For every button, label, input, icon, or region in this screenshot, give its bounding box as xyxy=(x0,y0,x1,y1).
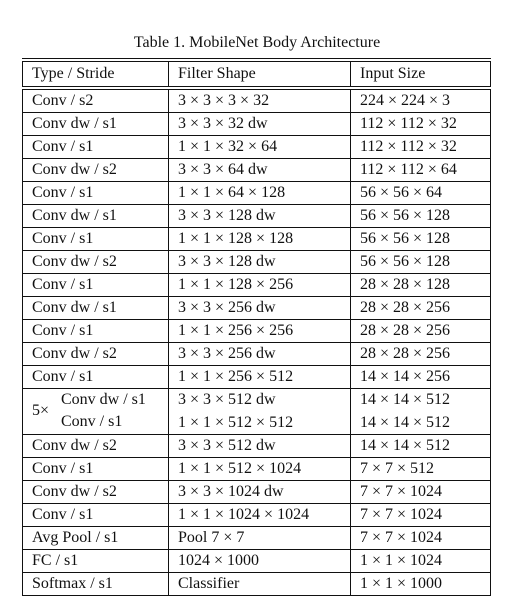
cell-input-size: 7 × 7 × 1024 xyxy=(351,504,491,527)
cell-filter-shape: 3 × 3 × 32 dw xyxy=(169,113,351,136)
cell-filter-shape: 1024 × 1000 xyxy=(169,550,351,573)
cell-filter-shape: 1 × 1 × 256 × 256 xyxy=(169,320,351,343)
table-row: Softmax / s1 Classifier 1 × 1 × 1000 xyxy=(23,573,491,596)
table-row: Conv / s1 1 × 1 × 256 × 512 14 × 14 × 256 xyxy=(23,366,491,389)
cell-input-size: 56 × 56 × 128 xyxy=(351,205,491,228)
table-row: Conv / s1 1 × 1 × 128 × 256 28 × 28 × 128 xyxy=(23,274,491,297)
table-row: Conv dw / s2 3 × 3 × 128 dw 56 × 56 × 128 xyxy=(23,251,491,274)
table-row: Conv / s1 1 × 1 × 1024 × 1024 7 × 7 × 1024 xyxy=(23,504,491,527)
cell-type: Conv dw / s1 xyxy=(61,389,146,411)
cell-input-size: 14 × 14 × 512 xyxy=(351,389,491,412)
cell-type: Conv / s1 xyxy=(23,504,169,527)
table-row: Conv dw / s1 3 × 3 × 32 dw 112 × 112 × 32 xyxy=(23,113,491,136)
cell-type: Conv dw / s1 xyxy=(23,113,169,136)
table-row: Conv / s2 3 × 3 × 3 × 32 224 × 224 × 3 xyxy=(23,88,491,113)
cell-input-size: 56 × 56 × 128 xyxy=(351,251,491,274)
cell-filter-shape: 1 × 1 × 128 × 256 xyxy=(169,274,351,297)
cell-filter-shape: 1 × 1 × 512 × 1024 xyxy=(169,458,351,481)
cell-type: Conv / s1 xyxy=(23,136,169,159)
cell-filter-shape: 3 × 3 × 3 × 32 xyxy=(169,88,351,113)
cell-filter-shape: 1 × 1 × 64 × 128 xyxy=(169,182,351,205)
cell-input-size: 7 × 7 × 1024 xyxy=(351,527,491,550)
table-row-repeat: 5× Conv dw / s1 Conv / s1 3 × 3 × 512 dw 14 … xyxy=(23,389,491,412)
header-input-size: Input Size xyxy=(351,60,491,88)
cell-filter-shape: 1 × 1 × 32 × 64 xyxy=(169,136,351,159)
cell-type: Conv dw / s2 xyxy=(23,481,169,504)
cell-filter-shape: 1 × 1 × 1024 × 1024 xyxy=(169,504,351,527)
cell-input-size: 1 × 1 × 1024 xyxy=(351,550,491,573)
cell-input-size: 56 × 56 × 64 xyxy=(351,182,491,205)
cell-type: Conv / s2 xyxy=(23,88,169,113)
table-row: Conv / s1 1 × 1 × 128 × 128 56 × 56 × 128 xyxy=(23,228,491,251)
cell-filter-shape: 3 × 3 × 1024 dw xyxy=(169,481,351,504)
cell-input-size: 14 × 14 × 512 xyxy=(351,435,491,458)
table-caption: Table 1. MobileNet Body Architecture xyxy=(0,33,514,53)
cell-filter-shape: 3 × 3 × 128 dw xyxy=(169,205,351,228)
table-row: Conv dw / s2 3 × 3 × 1024 dw 7 × 7 × 1024 xyxy=(23,481,491,504)
cell-filter-shape: Classifier xyxy=(169,573,351,596)
cell-input-size: 14 × 14 × 256 xyxy=(351,366,491,389)
cell-filter-shape: 3 × 3 × 256 dw xyxy=(169,297,351,320)
repeat-multiplier: 5× xyxy=(32,400,49,422)
header-type-stride: Type / Stride xyxy=(23,60,169,88)
table-row: Conv / s1 1 × 1 × 256 × 256 28 × 28 × 256 xyxy=(23,320,491,343)
cell-type: Conv / s1 xyxy=(23,366,169,389)
table-row: Conv dw / s2 3 × 3 × 256 dw 28 × 28 × 256 xyxy=(23,343,491,366)
cell-type: Softmax / s1 xyxy=(23,573,169,596)
cell-filter-shape: Pool 7 × 7 xyxy=(169,527,351,550)
cell-filter-shape: 3 × 3 × 512 dw xyxy=(169,389,351,412)
table-row: Conv / s1 1 × 1 × 512 × 1024 7 × 7 × 512 xyxy=(23,458,491,481)
cell-type: Conv / s1 xyxy=(23,320,169,343)
cell-type: Conv / s1 xyxy=(23,458,169,481)
cell-type: Conv dw / s2 xyxy=(23,435,169,458)
cell-type: Conv dw / s2 xyxy=(23,251,169,274)
cell-input-size: 14 × 14 × 512 xyxy=(351,412,491,435)
cell-input-size: 112 × 112 × 32 xyxy=(351,136,491,159)
cell-input-size: 112 × 112 × 32 xyxy=(351,113,491,136)
cell-input-size: 28 × 28 × 256 xyxy=(351,343,491,366)
cell-type: FC / s1 xyxy=(23,550,169,573)
table-row: Conv dw / s2 3 × 3 × 64 dw 112 × 112 × 64 xyxy=(23,159,491,182)
cell-type: Conv / s1 xyxy=(23,228,169,251)
cell-input-size: 112 × 112 × 64 xyxy=(351,159,491,182)
cell-input-size: 7 × 7 × 512 xyxy=(351,458,491,481)
table-row: Conv dw / s1 3 × 3 × 256 dw 28 × 28 × 256 xyxy=(23,297,491,320)
cell-filter-shape: 3 × 3 × 512 dw xyxy=(169,435,351,458)
cell-type: Conv / s1 xyxy=(61,411,122,433)
cell-filter-shape: 1 × 1 × 512 × 512 xyxy=(169,412,351,435)
cell-input-size: 56 × 56 × 128 xyxy=(351,228,491,251)
cell-input-size: 28 × 28 × 128 xyxy=(351,274,491,297)
cell-filter-shape: 3 × 3 × 128 dw xyxy=(169,251,351,274)
cell-type: Avg Pool / s1 xyxy=(23,527,169,550)
cell-filter-shape: 3 × 3 × 256 dw xyxy=(169,343,351,366)
architecture-table: Type / Stride Filter Shape Input Size Co… xyxy=(22,58,491,596)
cell-type-repeat-group: 5× Conv dw / s1 Conv / s1 xyxy=(23,389,169,435)
table-header-row: Type / Stride Filter Shape Input Size xyxy=(23,60,491,88)
cell-type: Conv dw / s2 xyxy=(23,159,169,182)
cell-type: Conv / s1 xyxy=(23,182,169,205)
table-row: Conv / s1 1 × 1 × 32 × 64 112 × 112 × 32 xyxy=(23,136,491,159)
cell-filter-shape: 1 × 1 × 128 × 128 xyxy=(169,228,351,251)
cell-filter-shape: 1 × 1 × 256 × 512 xyxy=(169,366,351,389)
cell-filter-shape: 3 × 3 × 64 dw xyxy=(169,159,351,182)
cell-input-size: 28 × 28 × 256 xyxy=(351,320,491,343)
table-row: Conv dw / s1 3 × 3 × 128 dw 56 × 56 × 128 xyxy=(23,205,491,228)
table-body: Type / Stride Filter Shape Input Size Co… xyxy=(23,60,491,596)
cell-type: Conv dw / s1 xyxy=(23,205,169,228)
table-row: Conv / s1 1 × 1 × 64 × 128 56 × 56 × 64 xyxy=(23,182,491,205)
cell-type: Conv dw / s2 xyxy=(23,343,169,366)
cell-input-size: 224 × 224 × 3 xyxy=(351,88,491,113)
header-filter-shape: Filter Shape xyxy=(169,60,351,88)
table-row: Conv dw / s2 3 × 3 × 512 dw 14 × 14 × 512 xyxy=(23,435,491,458)
cell-type: Conv dw / s1 xyxy=(23,297,169,320)
table-row: FC / s1 1024 × 1000 1 × 1 × 1024 xyxy=(23,550,491,573)
cell-input-size: 1 × 1 × 1000 xyxy=(351,573,491,596)
cell-type: Conv / s1 xyxy=(23,274,169,297)
cell-input-size: 7 × 7 × 1024 xyxy=(351,481,491,504)
cell-input-size: 28 × 28 × 256 xyxy=(351,297,491,320)
